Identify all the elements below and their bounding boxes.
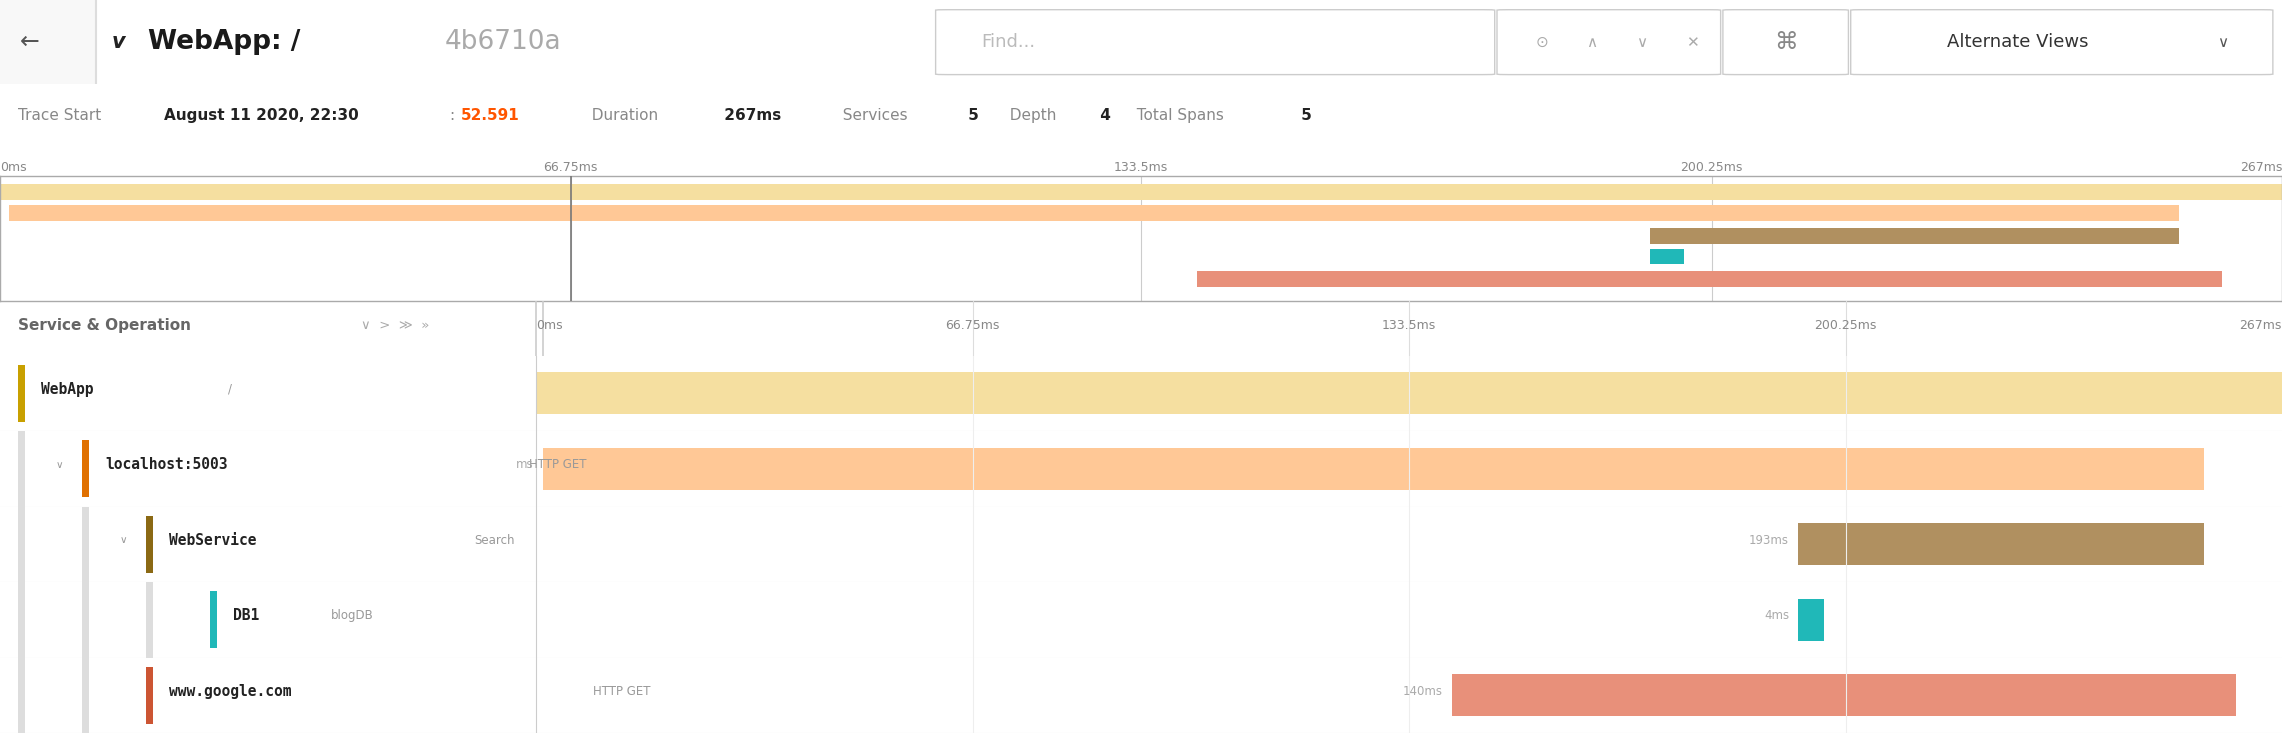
Text: 4: 4 <box>1095 108 1111 123</box>
Text: localhost:5003: localhost:5003 <box>105 457 228 473</box>
Bar <box>146 582 153 658</box>
Text: WebApp: WebApp <box>41 382 94 397</box>
Bar <box>543 448 2204 490</box>
Text: :: : <box>450 108 454 123</box>
Text: 66.75ms: 66.75ms <box>543 161 598 174</box>
FancyBboxPatch shape <box>1723 10 1848 75</box>
Text: 140ms: 140ms <box>1403 685 1442 698</box>
Text: Total Spans: Total Spans <box>1127 108 1223 123</box>
Bar <box>18 582 25 658</box>
Bar <box>1650 228 2179 244</box>
Bar <box>0 0 96 84</box>
Text: WebApp: /: WebApp: / <box>148 29 301 55</box>
Text: ∨: ∨ <box>2218 34 2227 50</box>
Text: Duration: Duration <box>582 108 657 123</box>
Text: 267ms: 267ms <box>719 108 780 123</box>
Text: 0ms: 0ms <box>0 161 27 174</box>
Text: ms: ms <box>516 458 534 471</box>
Text: 5: 5 <box>1296 108 1312 123</box>
Text: ∨: ∨ <box>1636 34 1648 50</box>
FancyBboxPatch shape <box>1851 10 2273 75</box>
Text: ←: ← <box>21 30 39 54</box>
FancyBboxPatch shape <box>1497 10 1721 75</box>
Bar <box>0 184 2282 200</box>
Text: blogDB: blogDB <box>331 609 374 622</box>
Bar <box>18 658 25 733</box>
Bar <box>210 591 217 649</box>
Bar <box>1798 523 2204 565</box>
Bar <box>82 582 89 658</box>
Bar <box>1798 599 1823 641</box>
Text: HTTP GET: HTTP GET <box>593 685 650 698</box>
Bar <box>18 364 25 422</box>
Text: Alternate Views: Alternate Views <box>1947 33 2088 51</box>
Text: ⊙: ⊙ <box>1536 34 1549 50</box>
Text: ∨: ∨ <box>55 460 64 470</box>
Bar <box>82 440 89 498</box>
Text: ∧: ∧ <box>1586 34 1597 50</box>
Text: ∨: ∨ <box>119 536 128 545</box>
Text: v: v <box>112 32 126 52</box>
Text: Service & Operation: Service & Operation <box>18 318 192 333</box>
Text: Search: Search <box>475 534 516 547</box>
Text: ⌘: ⌘ <box>1773 30 1798 54</box>
Text: 200.25ms: 200.25ms <box>1680 161 1743 174</box>
Bar <box>82 658 89 733</box>
Text: Find...: Find... <box>981 33 1036 51</box>
Bar <box>18 431 25 507</box>
Bar <box>146 666 153 724</box>
Text: DB1: DB1 <box>233 608 260 624</box>
Text: Trace Start: Trace Start <box>18 108 107 123</box>
Text: 0ms: 0ms <box>536 319 564 332</box>
Text: HTTP GET: HTTP GET <box>529 458 586 471</box>
Text: WebService: WebService <box>169 533 256 548</box>
Text: 200.25ms: 200.25ms <box>1814 319 1876 332</box>
Text: 133.5ms: 133.5ms <box>1114 161 1168 174</box>
Text: 267ms: 267ms <box>2239 161 2282 174</box>
Bar <box>1196 271 2223 287</box>
Text: 66.75ms: 66.75ms <box>945 319 1000 332</box>
Text: 193ms: 193ms <box>1748 534 1789 547</box>
Bar <box>82 507 89 582</box>
Text: Depth: Depth <box>1000 108 1057 123</box>
Text: /: / <box>228 383 233 396</box>
Text: 5: 5 <box>963 108 979 123</box>
Text: ∨  >  ≫  »: ∨ > ≫ » <box>361 319 429 332</box>
Bar <box>146 515 153 573</box>
Text: Services: Services <box>833 108 908 123</box>
Text: 52.591: 52.591 <box>461 108 520 123</box>
Text: 4b6710a: 4b6710a <box>445 29 561 55</box>
Bar <box>9 205 2179 221</box>
Text: ✕: ✕ <box>1686 34 1700 50</box>
Text: www.google.com: www.google.com <box>169 684 292 699</box>
FancyBboxPatch shape <box>936 10 1495 75</box>
Text: 267ms: 267ms <box>2239 319 2282 332</box>
Text: 4ms: 4ms <box>1764 609 1789 622</box>
Text: August 11 2020, 22:30: August 11 2020, 22:30 <box>164 108 358 123</box>
Bar <box>1650 249 1684 265</box>
Bar <box>1451 674 2236 716</box>
Bar <box>18 507 25 582</box>
Text: 133.5ms: 133.5ms <box>1383 319 1435 332</box>
Bar <box>536 372 2282 414</box>
